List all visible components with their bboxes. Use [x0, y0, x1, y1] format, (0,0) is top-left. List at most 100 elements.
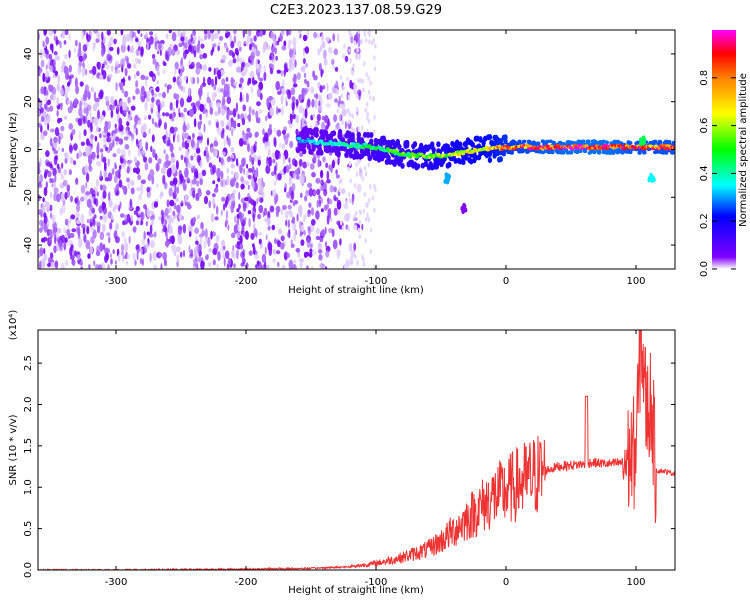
ridge-halo: [586, 139, 591, 143]
ridge-cell: [361, 146, 365, 150]
noise-speckle: [130, 105, 136, 111]
noise-speckle: [68, 49, 71, 59]
noise-speckle: [367, 75, 370, 81]
noise-speckle: [149, 252, 152, 263]
noise-speckle: [373, 114, 376, 120]
colorbar: 0.0 0.2 0.4 0.6 0.8 Normalized spectral ampl…: [699, 30, 749, 277]
noise-speckle: [82, 44, 88, 52]
noise-speckle: [144, 101, 148, 111]
noise-speckle: [190, 249, 194, 257]
noise-speckle: [169, 126, 175, 134]
ridge-halo: [503, 138, 508, 145]
noise-speckle: [213, 92, 217, 98]
noise-speckle: [338, 95, 341, 102]
noise-speckle: [118, 117, 123, 126]
noise-speckle: [213, 83, 217, 91]
noise-speckle: [245, 92, 249, 103]
noise-speckle: [167, 46, 173, 57]
noise-speckle: [339, 103, 342, 109]
noise-speckle: [162, 112, 165, 117]
noise-speckle: [333, 186, 337, 193]
noise-speckle: [205, 150, 209, 159]
noise-speckle: [140, 33, 143, 38]
noise-speckle: [200, 120, 203, 125]
noise-speckle: [317, 94, 322, 100]
noise-speckle: [197, 188, 202, 194]
noise-speckle: [239, 234, 243, 245]
noise-speckle: [130, 179, 135, 186]
ridge-halo: [473, 154, 478, 161]
noise-speckle: [230, 194, 236, 202]
noise-speckle: [363, 165, 367, 171]
noise-speckle: [373, 129, 376, 135]
ridge-halo: [412, 141, 418, 148]
noise-speckle: [265, 164, 271, 174]
noise-speckle: [82, 101, 87, 106]
noise-speckle: [259, 197, 264, 203]
noise-speckle: [163, 258, 167, 267]
noise-speckle: [73, 160, 76, 166]
noise-speckle: [42, 197, 45, 203]
noise-speckle: [337, 254, 340, 260]
noise-speckle: [258, 155, 262, 160]
noise-speckle: [136, 186, 141, 192]
noise-speckle: [112, 206, 116, 213]
noise-speckle: [49, 252, 54, 260]
snr-frame: [37, 329, 676, 571]
noise-speckle: [158, 252, 163, 257]
noise-speckle: [143, 204, 147, 210]
colorbar-tick-label: 0.2: [699, 213, 710, 229]
noise-speckle: [297, 30, 303, 34]
noise-speckle: [225, 210, 228, 220]
noise-speckle: [341, 104, 344, 110]
noise-speckle: [242, 104, 246, 112]
noise-speckle: [183, 121, 186, 132]
noise-speckle: [276, 239, 280, 245]
x-tick-label: -100: [365, 577, 388, 588]
noise-speckle: [179, 97, 185, 108]
noise-speckle: [251, 157, 255, 162]
noise-speckle: [83, 118, 86, 125]
noise-speckle: [84, 165, 89, 173]
noise-speckle: [358, 159, 361, 165]
noise-speckle: [208, 248, 212, 253]
noise-speckle: [146, 37, 149, 44]
noise-speckle: [94, 135, 98, 142]
noise-speckle: [236, 241, 241, 246]
noise-speckle: [238, 191, 241, 200]
noise-speckle: [99, 231, 105, 241]
y-tick-label: 20: [23, 95, 34, 108]
noise-speckle: [323, 115, 329, 124]
noise-speckle: [119, 201, 122, 209]
noise-speckle: [210, 30, 215, 34]
noise-speckle: [96, 31, 101, 40]
ridge-halo: [478, 136, 483, 143]
noise-speckle: [79, 261, 83, 266]
noise-speckle: [363, 32, 367, 38]
noise-speckle: [226, 156, 231, 163]
noise-speckle: [173, 177, 178, 186]
noise-speckle: [241, 61, 246, 68]
noise-speckle: [154, 41, 158, 46]
noise-speckle: [192, 165, 196, 173]
noise-speckle: [67, 99, 71, 105]
noise-speckle: [319, 185, 323, 192]
noise-speckle: [71, 103, 74, 110]
noise-speckle: [66, 228, 71, 236]
noise-speckle: [318, 104, 323, 112]
noise-speckle: [257, 117, 261, 124]
noise-speckle: [149, 210, 155, 215]
noise-speckle: [75, 212, 80, 218]
noise-speckle: [305, 189, 310, 196]
noise-speckle: [42, 112, 47, 118]
noise-speckle: [309, 248, 313, 253]
noise-speckle: [215, 102, 221, 108]
noise-speckle: [208, 200, 211, 209]
noise-speckle: [150, 240, 155, 249]
noise-speckle: [66, 184, 71, 192]
noise-speckle: [83, 234, 87, 243]
noise-speckle: [307, 98, 311, 108]
noise-speckle: [96, 61, 101, 70]
noise-speckle: [255, 30, 261, 37]
noise-speckle: [188, 225, 193, 234]
